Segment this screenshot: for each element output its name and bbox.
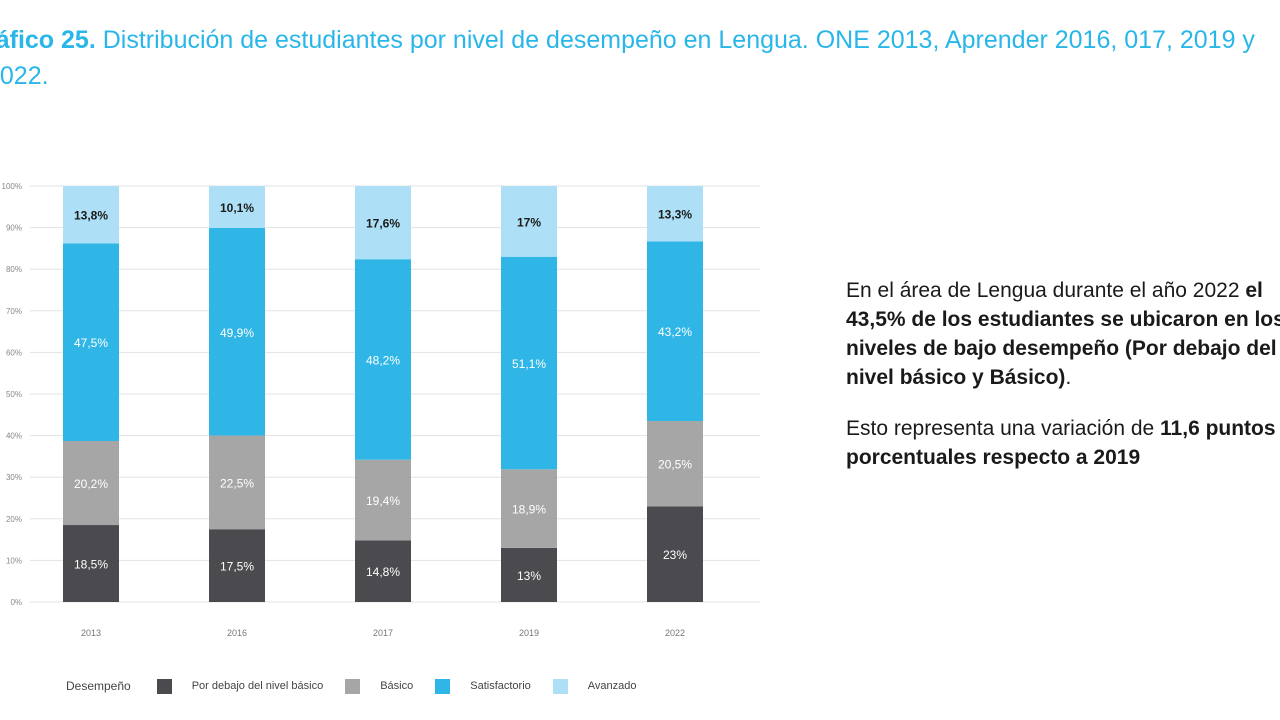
legend-swatch xyxy=(156,678,172,694)
y-tick-label: 20% xyxy=(6,515,22,524)
data-label: 17,6% xyxy=(366,217,400,231)
data-label: 18,5% xyxy=(74,558,108,572)
bar-segment xyxy=(647,421,703,507)
bar-segment xyxy=(355,259,411,460)
y-tick-label: 30% xyxy=(6,473,22,482)
data-label: 18,9% xyxy=(512,503,546,517)
data-label: 17,5% xyxy=(220,560,254,574)
data-label: 49,9% xyxy=(220,326,254,340)
commentary-paragraph-2: Esto representa una variación de 11,6 pu… xyxy=(846,414,1280,472)
bar-segment xyxy=(209,529,265,602)
chart-title: ráfico 25. Distribución de estudiantes p… xyxy=(0,22,1276,94)
bar-segment xyxy=(63,525,119,602)
bar-segment xyxy=(501,547,557,602)
x-tick-label: 2017 xyxy=(373,628,393,638)
legend-item: Avanzado xyxy=(552,678,637,694)
legend-label: Por debajo del nivel básico xyxy=(191,680,324,692)
bar-segment xyxy=(209,228,265,436)
bar-segment xyxy=(355,540,411,602)
p2-text: Esto representa una variación de xyxy=(846,417,1161,440)
y-tick-label: 40% xyxy=(6,432,22,441)
data-label: 13,8% xyxy=(74,209,108,223)
bar-segment xyxy=(63,186,119,244)
legend-label: Avanzado xyxy=(587,680,637,692)
data-label: 48,2% xyxy=(366,353,400,367)
legend-label: Básico xyxy=(380,680,414,692)
legend-swatch xyxy=(345,678,361,694)
data-label: 19,4% xyxy=(366,494,400,508)
p1-bold: el 43,5% de los estudiantes se ubicaron … xyxy=(846,279,1280,389)
data-label: 22,5% xyxy=(220,476,254,490)
p2-bold: 11,6 puntos porcentuales respecto a 2019 xyxy=(846,417,1276,469)
stacked-bar-chart: 0% 10% 20% 30% 40% 50% 60% 70% 80% 90% 100% 18,5% 20… xyxy=(2,182,760,638)
legend-item: Por debajo del nivel básico xyxy=(156,678,324,694)
legend-item: Básico xyxy=(345,678,414,694)
y-tick-label: 60% xyxy=(6,348,22,357)
commentary-paragraph-1: En el área de Lengua durante el año 2022… xyxy=(846,276,1280,392)
legend-title: Desempeño xyxy=(66,679,131,693)
chart-legend: Desempeño Por debajo del nivel básico Bás… xyxy=(66,676,659,696)
bar-segment xyxy=(355,186,411,260)
data-label: 17% xyxy=(517,215,541,229)
data-label: 13% xyxy=(517,569,541,583)
legend-label: Satisfactorio xyxy=(470,680,531,692)
bar-segment xyxy=(501,256,557,470)
data-label: 14,8% xyxy=(366,565,400,579)
data-label: 47,5% xyxy=(74,336,108,350)
bar-segment xyxy=(647,506,703,602)
data-label: 23% xyxy=(663,548,687,562)
title-text: Distribución de estudiantes por nivel de… xyxy=(0,26,1255,90)
data-label: 51,1% xyxy=(512,357,546,371)
y-tick-label: 80% xyxy=(6,265,22,274)
x-tick-label: 2013 xyxy=(81,628,101,638)
p1-end: . xyxy=(1065,366,1072,389)
bar-segment xyxy=(647,186,703,242)
y-tick-label: 90% xyxy=(6,224,22,233)
bar-segment xyxy=(501,469,557,548)
bar-segment xyxy=(209,435,265,530)
data-label: 43,2% xyxy=(658,325,692,339)
y-tick-label: 10% xyxy=(6,556,22,565)
x-tick-label: 2022 xyxy=(665,628,685,638)
data-label: 13,3% xyxy=(658,208,692,222)
y-tick-label: 100% xyxy=(2,182,22,191)
x-tick-label: 2019 xyxy=(519,628,539,638)
title-prefix: ráfico 25. xyxy=(0,26,96,54)
p1-text: En el área de Lengua durante el año 2022 xyxy=(846,279,1246,302)
bar-segment xyxy=(355,459,411,541)
bar-segment xyxy=(647,241,703,422)
data-label: 10,1% xyxy=(220,201,254,215)
y-tick-label: 0% xyxy=(10,598,22,607)
data-label: 20,5% xyxy=(658,458,692,472)
side-commentary: En el área de Lengua durante el año 2022… xyxy=(846,276,1280,494)
bar-segment xyxy=(209,186,265,229)
bar-segment xyxy=(63,243,119,442)
legend-swatch xyxy=(435,678,451,694)
legend-item: Satisfactorio xyxy=(435,678,531,694)
bar-segment xyxy=(501,186,557,257)
y-tick-label: 70% xyxy=(6,307,22,316)
x-tick-label: 2016 xyxy=(227,628,247,638)
y-tick-label: 50% xyxy=(6,390,22,399)
legend-swatch xyxy=(552,678,568,694)
bar-segment xyxy=(63,441,119,526)
data-label: 20,2% xyxy=(74,477,108,491)
